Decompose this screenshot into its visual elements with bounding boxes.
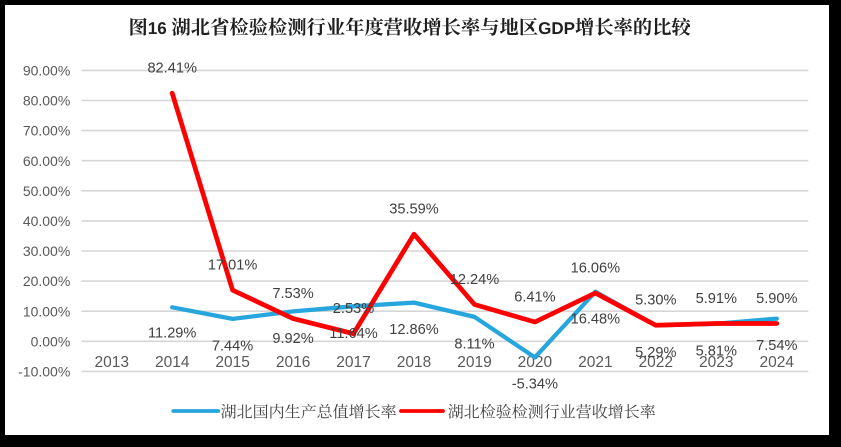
svg-text:-5.34%: -5.34%: [512, 376, 558, 392]
svg-text:6.41%: 6.41%: [514, 289, 555, 305]
svg-text:70.00%: 70.00%: [23, 123, 70, 139]
svg-text:30.00%: 30.00%: [23, 243, 70, 259]
svg-text:2013: 2013: [94, 354, 128, 371]
svg-text:8.11%: 8.11%: [454, 337, 494, 353]
svg-text:5.29%: 5.29%: [635, 345, 676, 361]
svg-text:2024: 2024: [760, 354, 795, 371]
svg-text:7.44%: 7.44%: [212, 339, 253, 355]
svg-text:2018: 2018: [397, 354, 431, 371]
svg-text:7.53%: 7.53%: [272, 286, 313, 302]
svg-text:20.00%: 20.00%: [23, 273, 70, 289]
svg-text:16.06%: 16.06%: [571, 260, 621, 276]
svg-text:7.54%: 7.54%: [756, 338, 797, 354]
svg-text:5.91%: 5.91%: [696, 291, 737, 307]
svg-text:2.53%: 2.53%: [333, 301, 374, 317]
svg-text:5.81%: 5.81%: [696, 343, 737, 359]
svg-text:50.00%: 50.00%: [23, 183, 70, 199]
svg-text:2016: 2016: [276, 354, 310, 371]
svg-text:10.00%: 10.00%: [23, 303, 70, 319]
svg-text:2019: 2019: [457, 354, 491, 371]
svg-text:12.86%: 12.86%: [389, 322, 439, 338]
svg-text:-10.00%: -10.00%: [18, 364, 70, 380]
svg-text:16.48%: 16.48%: [571, 311, 621, 327]
svg-text:2017: 2017: [336, 354, 370, 371]
svg-text:90.00%: 90.00%: [23, 63, 70, 79]
svg-text:82.41%: 82.41%: [147, 61, 197, 77]
svg-text:5.90%: 5.90%: [756, 291, 797, 307]
svg-text:12.24%: 12.24%: [450, 272, 500, 288]
svg-text:11.64%: 11.64%: [329, 326, 377, 342]
svg-text:35.59%: 35.59%: [389, 202, 439, 218]
svg-text:2023: 2023: [699, 354, 733, 371]
svg-text:80.00%: 80.00%: [23, 93, 70, 109]
svg-text:60.00%: 60.00%: [23, 153, 70, 169]
svg-text:2022: 2022: [639, 354, 673, 371]
svg-text:40.00%: 40.00%: [23, 213, 70, 229]
svg-text:9.92%: 9.92%: [272, 331, 313, 347]
svg-text:11.29%: 11.29%: [148, 326, 196, 342]
svg-text:5.30%: 5.30%: [635, 293, 676, 309]
svg-text:2021: 2021: [578, 354, 612, 371]
svg-text:2015: 2015: [215, 354, 249, 371]
svg-text:0.00%: 0.00%: [31, 333, 71, 349]
svg-text:2020: 2020: [518, 354, 553, 371]
svg-text:2014: 2014: [155, 354, 190, 371]
svg-text:17.01%: 17.01%: [208, 258, 258, 274]
